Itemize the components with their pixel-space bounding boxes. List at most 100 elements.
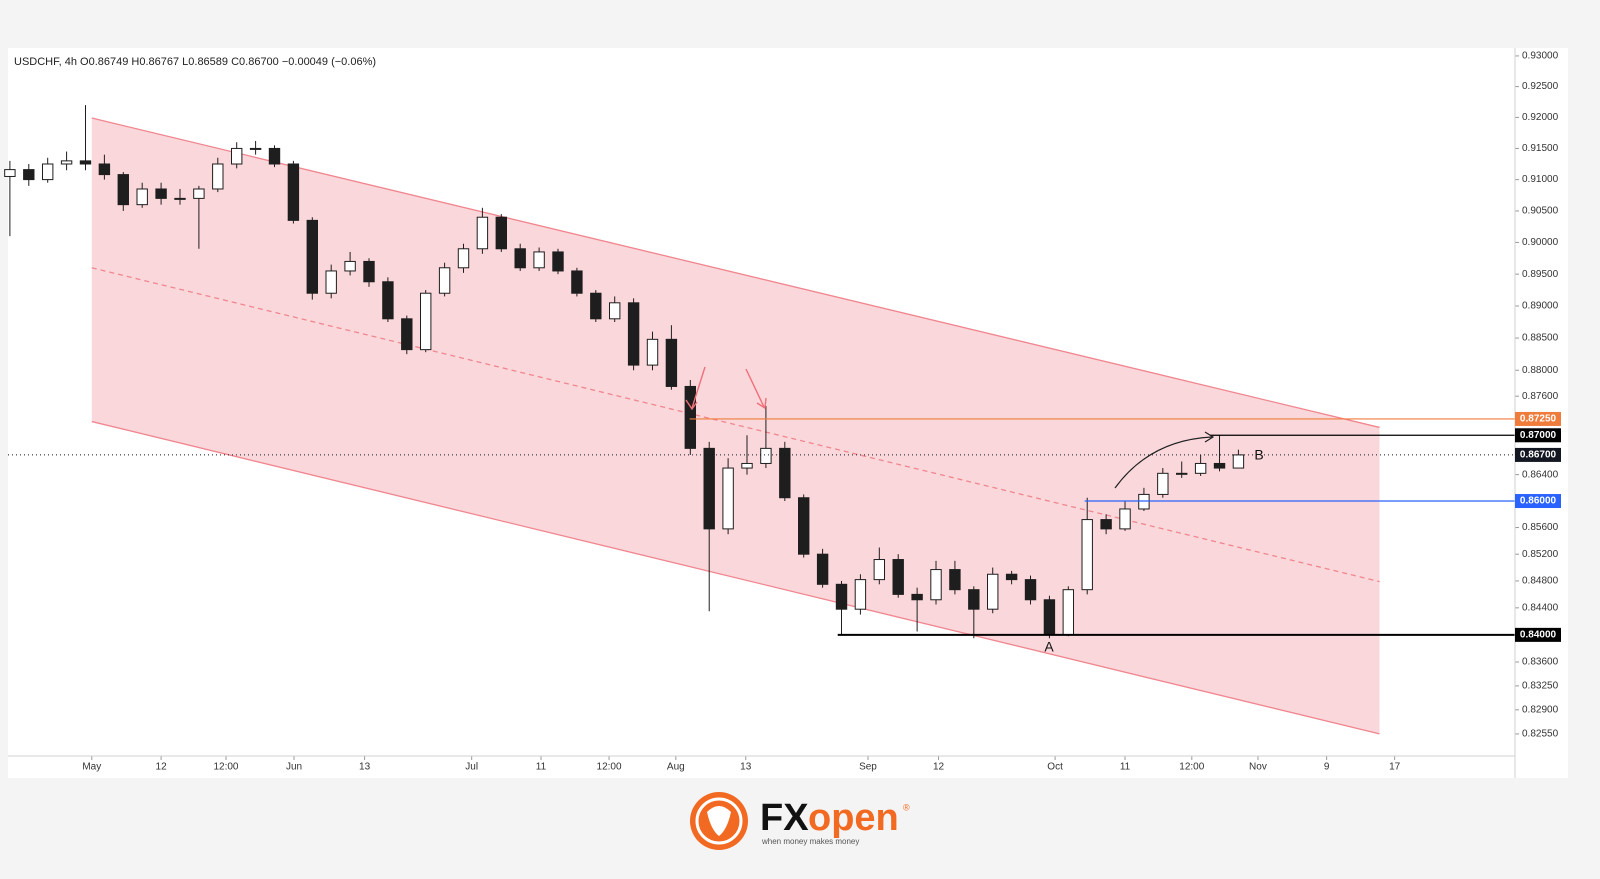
logo-text: FX [760, 797, 809, 839]
candle-body [60, 160, 73, 165]
arrow [745, 368, 765, 408]
candle-body [457, 248, 470, 269]
logo-text: open [808, 797, 899, 839]
x-tick-label: Sep [859, 762, 877, 773]
candle-body [476, 216, 489, 250]
arrow-head [756, 397, 767, 410]
candle-body [1232, 454, 1245, 469]
candle-body [590, 292, 602, 320]
chart-title: USDCHF, 4h O0.86749 H0.86767 L0.86589 C0… [14, 56, 376, 68]
candle-body [117, 174, 129, 206]
candle-body [1213, 462, 1226, 469]
y-tick-label: 0.91500 [1522, 143, 1559, 154]
x-tick-label: 12:00 [213, 762, 238, 773]
x-tick-label: Jun [286, 762, 302, 773]
candle-body [1194, 462, 1207, 474]
price-label-box [1515, 494, 1561, 509]
candle-body [779, 447, 791, 499]
y-tick-label: 0.83250 [1522, 681, 1559, 692]
candle-body [798, 497, 810, 555]
candle-body [212, 163, 224, 190]
price-label-box [1515, 428, 1561, 443]
candle-body [1138, 493, 1150, 510]
candle-body [287, 163, 300, 221]
candle-body [571, 270, 583, 294]
candle-body [1043, 599, 1056, 636]
candle-body [420, 292, 432, 351]
logo: FX open ® when money makes money [690, 792, 910, 850]
candle-body [344, 260, 356, 272]
candle-body [1081, 519, 1093, 591]
candle-body [552, 251, 564, 272]
candle-body [816, 553, 829, 585]
logo-icon-ring [695, 797, 743, 845]
x-tick-label: 12:00 [597, 762, 622, 773]
candle-body [495, 216, 508, 250]
candle-body [155, 188, 167, 199]
y-tick-label: 0.82550 [1522, 729, 1559, 740]
channel-middle [91, 267, 1380, 583]
candle-body [627, 302, 640, 366]
candle-body [911, 593, 923, 601]
candle-body [646, 338, 659, 366]
candle-body [873, 559, 886, 581]
x-tick-label: Aug [667, 762, 685, 773]
candle-body [1100, 519, 1112, 530]
candle-body [609, 302, 621, 320]
candle-body [703, 447, 715, 530]
candle-body [230, 147, 243, 165]
candle-body [533, 251, 545, 269]
x-tick-label: 11 [1120, 762, 1131, 773]
arrow [691, 366, 706, 409]
x-tick-label: Oct [1047, 762, 1063, 773]
x-tick-label: 12 [156, 762, 168, 773]
y-tick-label: 0.88000 [1522, 365, 1559, 376]
candle-body [306, 219, 318, 294]
y-tick-label: 0.93000 [1522, 51, 1559, 62]
y-tick-label: 0.91000 [1522, 174, 1559, 185]
candle-body [949, 569, 961, 591]
candle-body [1062, 589, 1075, 636]
arrows [685, 366, 767, 411]
annotation: A [1044, 639, 1054, 655]
chart-panel [8, 48, 1568, 778]
candle-body [835, 583, 848, 610]
candle-body [438, 267, 451, 294]
y-tick-label: 0.92500 [1522, 81, 1559, 92]
candle-body [930, 569, 942, 601]
candle-body [760, 447, 772, 464]
candle-body [268, 147, 281, 165]
candle-body [401, 318, 413, 351]
y-tick-label: 0.88500 [1522, 333, 1559, 344]
y-tick-label: 0.84800 [1522, 576, 1559, 587]
candle-body [41, 163, 54, 181]
logo-tagline: when money makes money [761, 837, 859, 846]
candle-body [741, 462, 753, 469]
price-label-box [1515, 447, 1561, 462]
candle-body [4, 169, 16, 177]
x-tick-label: 12 [933, 762, 945, 773]
y-tick-label: 0.82900 [1522, 704, 1559, 715]
y-tick-label: 0.83600 [1522, 657, 1559, 668]
y-tick-label: 0.89500 [1522, 269, 1559, 280]
candle-body [1005, 573, 1018, 581]
price-label-box [1515, 627, 1561, 642]
y-tick-label: 0.90500 [1522, 206, 1559, 217]
candle-body [892, 559, 904, 595]
arrow-head [685, 399, 698, 411]
y-tick-label: 0.92000 [1522, 112, 1559, 123]
x-tick-label: 13 [359, 762, 371, 773]
candle-body [684, 385, 697, 449]
price-label: 0.87250 [1520, 414, 1557, 425]
candle-body [382, 281, 394, 320]
logo-bull [707, 806, 731, 836]
candle-body [665, 338, 678, 387]
candle-body [968, 589, 980, 610]
y-tick-label: 0.89000 [1522, 301, 1559, 312]
x-tick-label: 13 [740, 762, 752, 773]
channel-fill [91, 118, 1380, 734]
x-tick-label: 17 [1389, 762, 1401, 773]
candle-body [1176, 472, 1188, 475]
candle-body [98, 163, 111, 176]
